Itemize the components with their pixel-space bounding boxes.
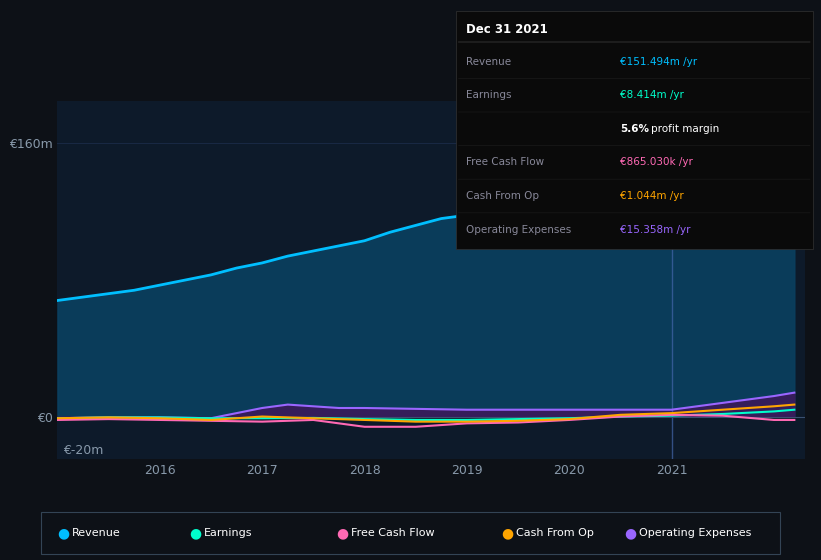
Text: €8.414m /yr: €8.414m /yr	[620, 90, 684, 100]
Text: Cash From Op: Cash From Op	[516, 529, 594, 538]
Text: ●: ●	[189, 526, 201, 540]
Text: Earnings: Earnings	[466, 90, 511, 100]
Text: profit margin: profit margin	[651, 124, 719, 134]
Text: ●: ●	[337, 526, 349, 540]
Text: Revenue: Revenue	[466, 57, 511, 67]
Text: ●: ●	[57, 526, 70, 540]
Text: Dec 31 2021: Dec 31 2021	[466, 22, 548, 36]
Text: €1.044m /yr: €1.044m /yr	[620, 191, 684, 201]
Text: €-20m: €-20m	[62, 444, 103, 457]
Text: Revenue: Revenue	[72, 529, 121, 538]
Text: 5.6%: 5.6%	[620, 124, 649, 134]
Text: Operating Expenses: Operating Expenses	[466, 225, 571, 235]
Text: ●: ●	[501, 526, 513, 540]
Text: Cash From Op: Cash From Op	[466, 191, 539, 201]
Text: €151.494m /yr: €151.494m /yr	[620, 57, 697, 67]
Text: ●: ●	[624, 526, 636, 540]
Text: €15.358m /yr: €15.358m /yr	[620, 225, 690, 235]
Text: Operating Expenses: Operating Expenses	[639, 529, 751, 538]
Text: €865.030k /yr: €865.030k /yr	[620, 157, 693, 167]
Text: Free Cash Flow: Free Cash Flow	[351, 529, 435, 538]
Text: Free Cash Flow: Free Cash Flow	[466, 157, 544, 167]
Text: Earnings: Earnings	[204, 529, 252, 538]
